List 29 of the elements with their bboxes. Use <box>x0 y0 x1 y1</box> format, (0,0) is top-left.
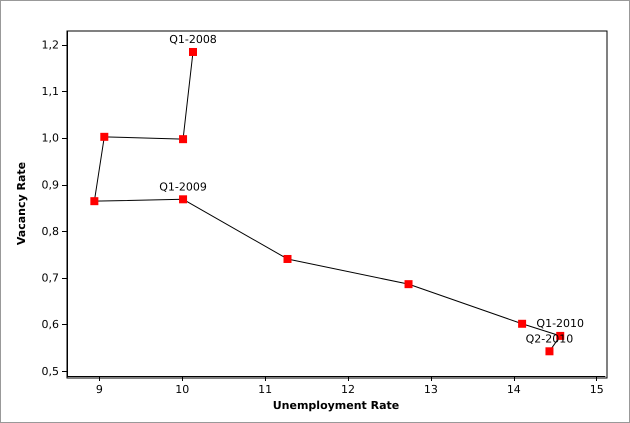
point <box>189 48 198 56</box>
x-axis-title: Unemployment Rate <box>272 398 400 412</box>
y-tick-label: 1,2 <box>42 38 59 52</box>
point <box>179 195 188 204</box>
x-tick-label: 13 <box>424 383 438 396</box>
annotation: Q1-2010 <box>536 316 584 330</box>
y-axis-title: Vacancy Rate <box>15 162 28 246</box>
y-tick-label: 0,9 <box>42 178 59 192</box>
point <box>284 254 292 263</box>
point <box>179 135 188 144</box>
y-tick-label: 0,6 <box>42 318 59 332</box>
x-tick-label: 9 <box>96 383 103 396</box>
y-tick-label: 0,8 <box>42 224 59 238</box>
x-tick-label: 15 <box>590 383 604 396</box>
y-tick-label: 1,0 <box>42 132 59 145</box>
x-tick-label: 11 <box>258 383 272 396</box>
x-tick-label: 10 <box>175 383 190 396</box>
y-tick-label: 1,1 <box>42 85 59 98</box>
point <box>518 320 526 328</box>
point <box>404 280 413 288</box>
y-tick-label: 0,5 <box>42 364 59 378</box>
y-tick-label: 0,7 <box>42 272 59 285</box>
point <box>90 197 98 206</box>
point <box>100 132 108 141</box>
x-tick-label: 12 <box>341 383 356 396</box>
annotation: Q1-2008 <box>169 32 217 46</box>
x-tick-label: 14 <box>506 383 521 396</box>
point <box>545 347 554 356</box>
annotation: Q1-2009 <box>159 180 207 194</box>
